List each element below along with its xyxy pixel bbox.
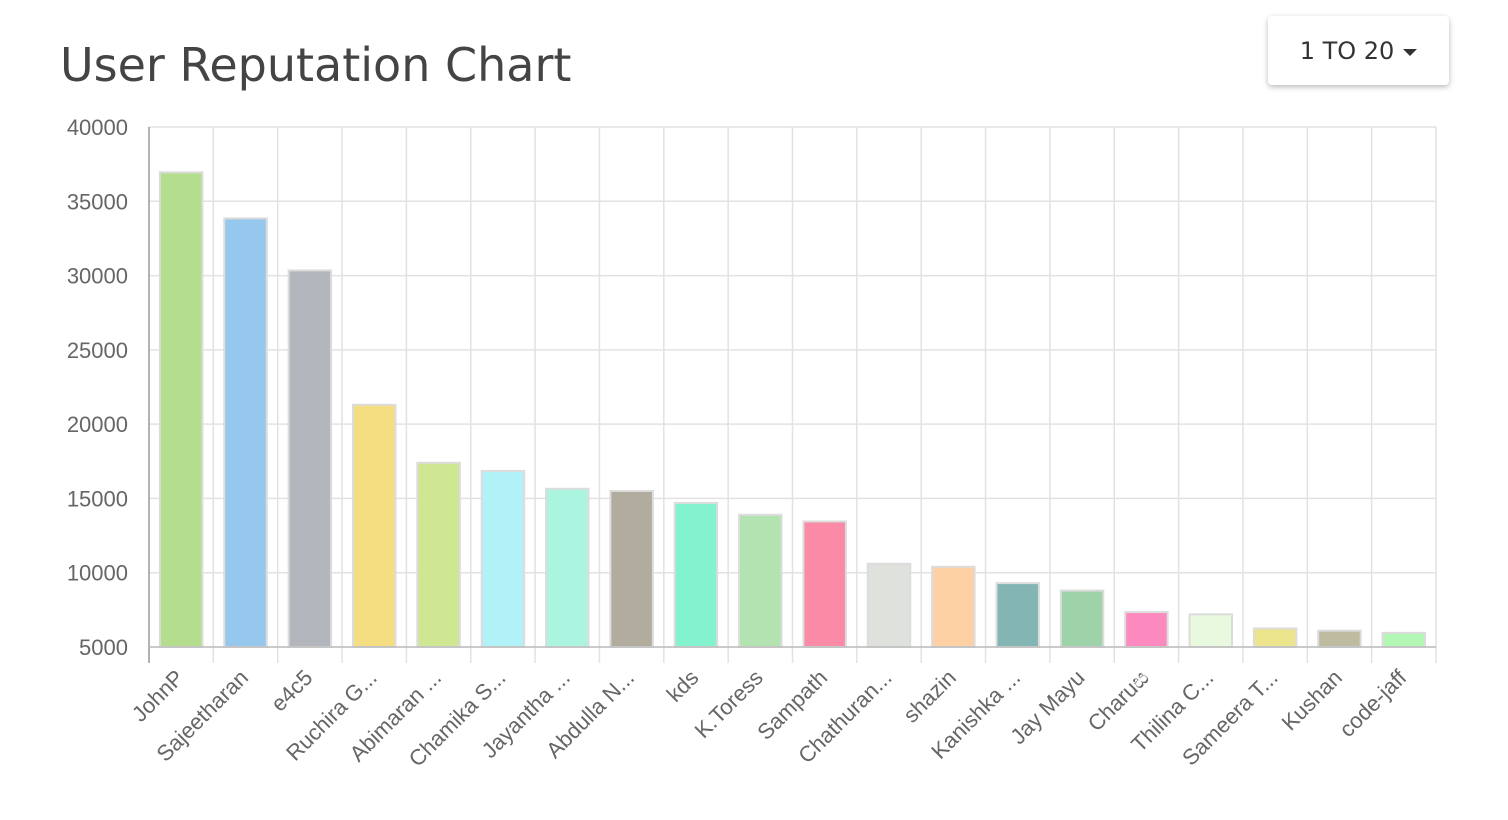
x-tick-label: code-jaff <box>1334 664 1412 742</box>
y-tick-label: 35000 <box>67 189 128 214</box>
bar-8[interactable] <box>673 501 719 648</box>
y-tick-label: 20000 <box>67 412 128 437</box>
bar-7[interactable] <box>609 490 654 648</box>
bar-15[interactable] <box>1124 611 1169 648</box>
range-dropdown-label: 1 TO 20 <box>1299 36 1395 65</box>
bar-12[interactable] <box>931 565 976 648</box>
bar-9[interactable] <box>738 513 783 648</box>
y-tick-labels: 5000 10000 15000 20000 25000 30000 35000 40000 <box>67 115 128 660</box>
bar-3[interactable] <box>351 403 397 649</box>
y-tick-label: 40000 <box>67 115 128 140</box>
y-tick-label: 30000 <box>67 264 128 289</box>
y-tick-label: 10000 <box>67 561 128 586</box>
bar-5[interactable] <box>480 469 526 649</box>
bar-0[interactable] <box>158 171 204 648</box>
bar-13[interactable] <box>995 582 1040 648</box>
x-tick-label: kds <box>662 665 704 707</box>
bar-2[interactable] <box>287 269 333 648</box>
bar-17[interactable] <box>1252 627 1298 649</box>
bar-11[interactable] <box>866 562 912 648</box>
y-tick-label: 25000 <box>67 338 128 363</box>
bar-10[interactable] <box>802 520 847 649</box>
bar-14[interactable] <box>1059 589 1105 648</box>
bar-4[interactable] <box>416 461 461 648</box>
grid-lines <box>148 126 1437 663</box>
bar-6[interactable] <box>545 487 590 648</box>
x-tick-label: shazin <box>898 665 961 728</box>
bar-1[interactable] <box>223 217 268 648</box>
x-tick-label: JohnP <box>127 665 189 727</box>
axes <box>148 127 1436 663</box>
caret-down-icon <box>1403 48 1418 56</box>
bar-16[interactable] <box>1188 613 1234 648</box>
bar-18[interactable] <box>1317 629 1362 649</box>
y-tick-label: 15000 <box>67 486 128 511</box>
bar-19[interactable] <box>1381 631 1427 649</box>
chart-title: User Reputation Chart <box>60 38 572 92</box>
x-tick-label: e4c5 <box>266 665 317 716</box>
range-dropdown-button[interactable]: 1 TO 20 <box>1268 16 1449 85</box>
y-tick-label: 5000 <box>79 635 128 660</box>
